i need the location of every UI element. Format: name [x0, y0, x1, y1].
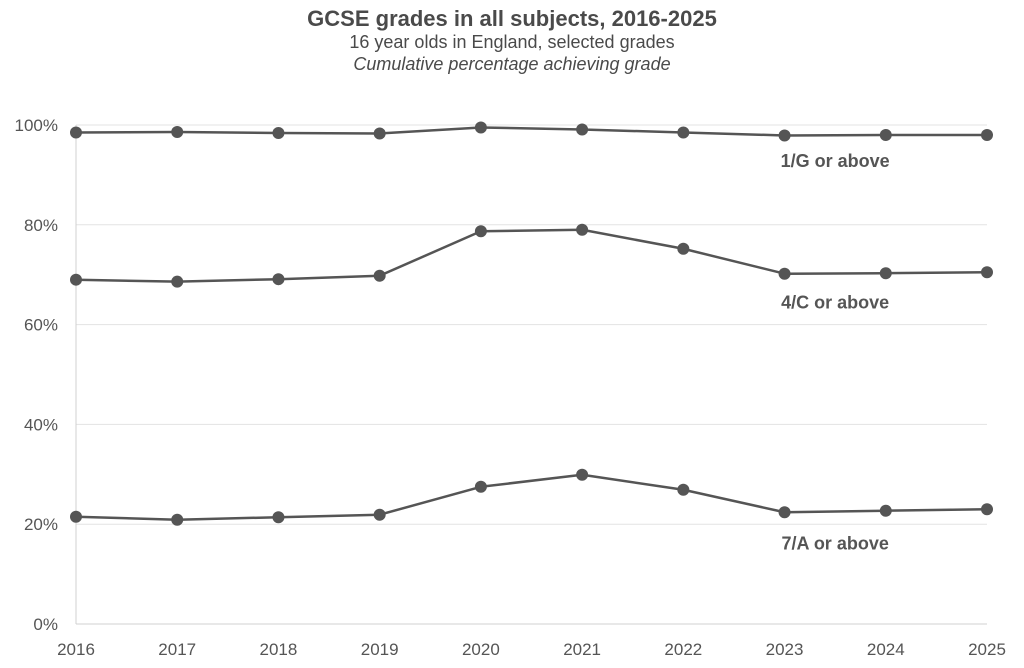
x-tick-label: 2020 [462, 640, 500, 659]
label-layer: 1/G or above 4/C or above 7/A or above [781, 151, 890, 553]
data-point [576, 468, 589, 481]
data-point [576, 223, 589, 236]
data-point [778, 267, 791, 280]
data-point [373, 508, 386, 521]
data-point [70, 126, 82, 139]
series-label: 4/C or above [781, 292, 889, 312]
axis-layer: 0% 20% 40% 60% 80% 100% 2016 2017 2018 2019 2020 20… [15, 116, 1006, 659]
data-point [778, 129, 791, 142]
x-tick-label: 2016 [57, 640, 95, 659]
x-tick-label: 2023 [766, 640, 804, 659]
data-point [677, 242, 690, 255]
series-line-2 [75, 228, 988, 283]
x-tick-label: 2021 [563, 640, 601, 659]
data-point [474, 225, 487, 238]
data-point [677, 483, 690, 496]
x-tick-label: 2024 [867, 640, 905, 659]
x-tick-label: 2025 [968, 640, 1006, 659]
data-point [373, 127, 386, 140]
y-tick-label: 60% [24, 316, 58, 335]
data-point [474, 121, 487, 134]
series-line-1 [75, 126, 987, 137]
data-point [981, 128, 993, 141]
series-label: 1/G or above [781, 151, 890, 171]
x-tick-label: 2022 [664, 640, 702, 659]
chart-subtitle: 16 year olds in England, selected grades [349, 32, 675, 53]
data-point [677, 126, 690, 139]
y-tick-label: 20% [24, 515, 58, 534]
series-line-3 [75, 473, 988, 521]
data-point [576, 123, 589, 136]
data-point [981, 503, 993, 516]
grid-layer [76, 124, 987, 525]
y-tick-label: 40% [24, 415, 58, 434]
data-point [171, 125, 184, 138]
data-point [272, 511, 285, 524]
y-tick-label: 0% [33, 615, 58, 634]
data-point [70, 273, 82, 286]
data-point [879, 128, 892, 141]
data-point [70, 510, 82, 523]
series-label: 7/A or above [781, 533, 888, 553]
data-point [171, 513, 184, 526]
data-point [474, 480, 487, 493]
chart-note: Cumulative percentage achieving grade [353, 53, 671, 74]
y-tick-label: 100% [15, 116, 58, 135]
data-point [272, 273, 285, 286]
data-point [171, 275, 184, 288]
y-tick-label: 80% [24, 216, 58, 235]
data-point [778, 506, 791, 519]
chart-title: GCSE grades in all subjects, 2016-2025 [307, 6, 717, 31]
data-point [879, 504, 892, 517]
x-tick-label: 2017 [158, 640, 196, 659]
data-point [879, 267, 892, 280]
data-point [272, 126, 285, 139]
x-tick-label: 2019 [361, 640, 399, 659]
data-point [981, 266, 993, 279]
series-layer [70, 121, 993, 526]
x-tick-label: 2018 [260, 640, 298, 659]
data-point [373, 269, 386, 282]
title-block: GCSE grades in all subjects, 2016-2025 1… [0, 6, 1024, 76]
